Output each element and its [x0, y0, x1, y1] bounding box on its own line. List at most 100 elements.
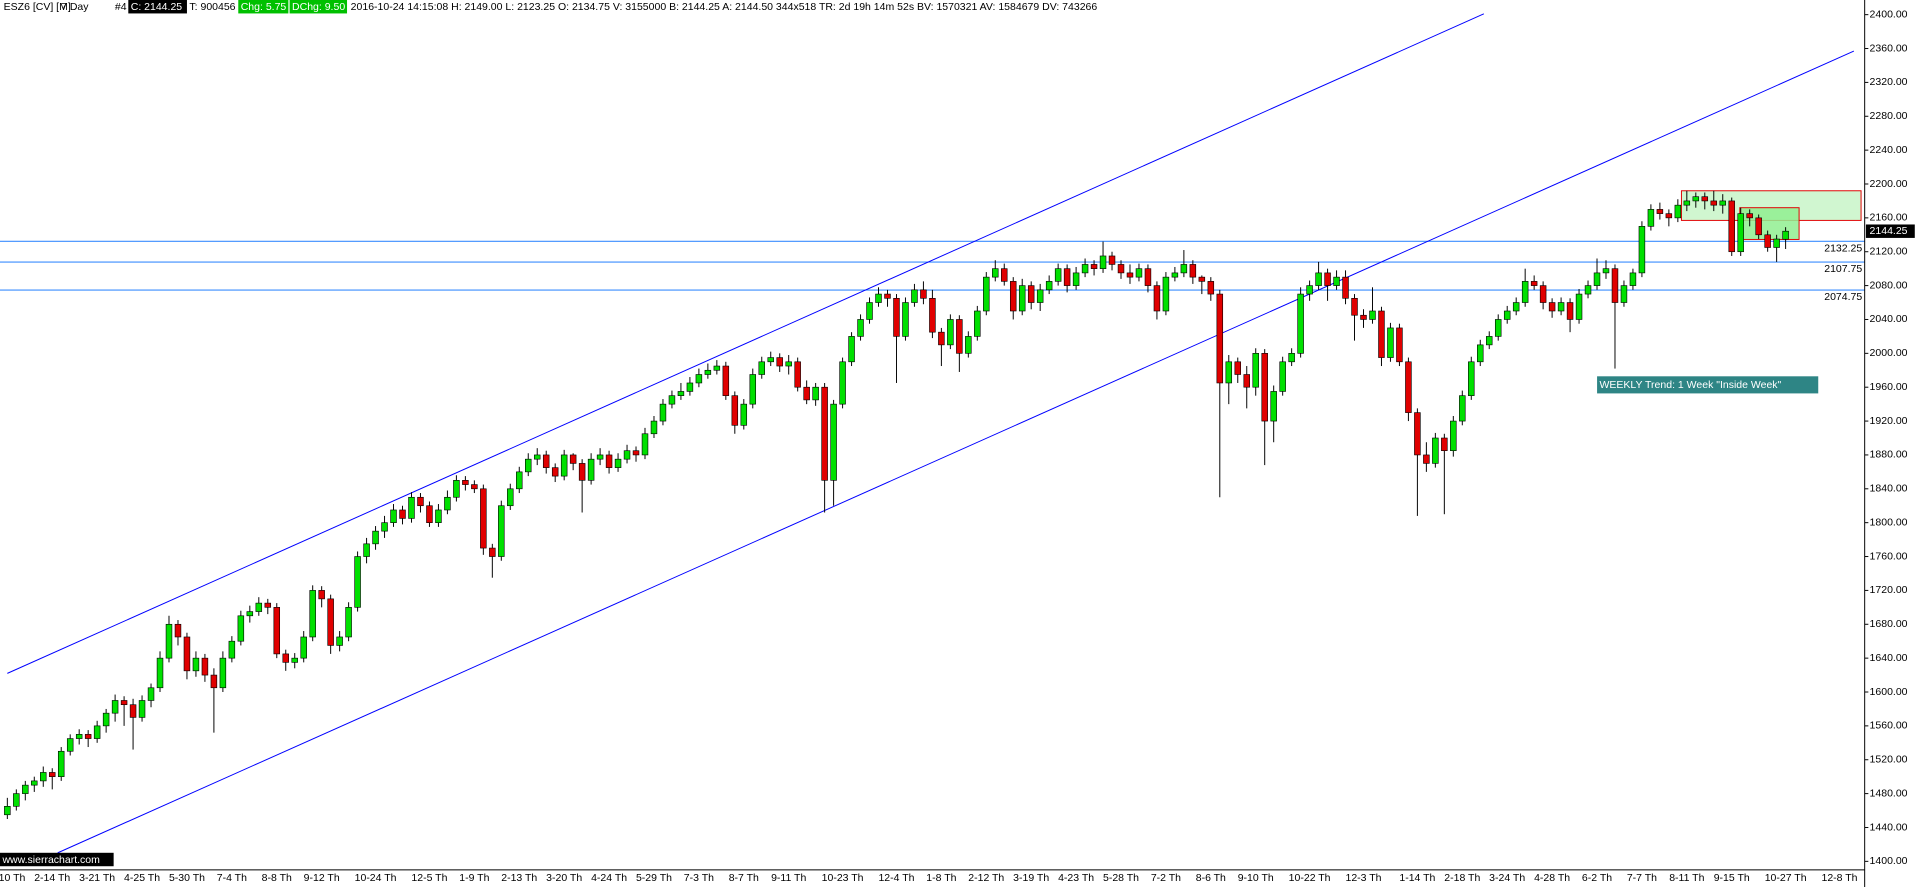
y-tick-label: 1840.00: [1870, 483, 1908, 495]
candle-body-down: [327, 598, 334, 646]
candle-body-down: [1117, 264, 1125, 274]
candle-body-up: [713, 365, 721, 371]
candle-body-up: [93, 725, 101, 739]
candle-body-down: [1746, 213, 1753, 219]
candle-body-up: [1719, 200, 1726, 206]
x-tick-label: 1-8 Th: [926, 872, 956, 884]
candle-body-down: [1090, 264, 1098, 269]
candle-body-up: [1180, 264, 1188, 274]
x-tick-label: 3-21 Th: [79, 872, 115, 884]
y-tick-label: 2160.00: [1870, 212, 1908, 224]
candle-body-down: [1360, 314, 1367, 320]
candle-body-down: [1710, 200, 1718, 206]
candle-body-up: [1485, 336, 1493, 346]
candle-body-up: [1036, 289, 1044, 303]
candle-body-down: [632, 450, 640, 456]
candle-body-up: [435, 509, 442, 523]
candle-body-down: [605, 454, 613, 468]
y-tick-label: 1400.00: [1870, 855, 1908, 867]
plot-area: 2132.25 2107.75 2074.75: [0, 13, 1865, 854]
candle-body-down: [282, 653, 289, 663]
candle-body-up: [533, 454, 541, 460]
header-info: 2016-10-24 14:15:08 H: 2149.00 L: 2123.2…: [351, 1, 1098, 13]
candle-body-down: [1234, 361, 1242, 375]
candle-body-down: [884, 293, 891, 299]
chart-number: #4: [115, 1, 127, 13]
candle-body-up: [1683, 200, 1691, 206]
candle-body-down: [1396, 327, 1403, 363]
candle-body-down: [48, 772, 56, 777]
candle-body-up: [1503, 310, 1511, 320]
candle-body-up: [1297, 293, 1304, 354]
candle-body-up: [40, 772, 47, 782]
watermark: www.sierrachart.com: [1, 854, 100, 866]
candle-body-up: [156, 657, 164, 689]
y-tick-label: 2040.00: [1870, 313, 1908, 325]
dchg-text: DChg: 9.50: [292, 1, 345, 13]
candle-body-up: [1773, 238, 1780, 248]
candle-body-up: [1459, 395, 1466, 422]
candle-body-down: [462, 480, 469, 485]
annotation-box: [1597, 376, 1819, 394]
candle-body-up: [740, 403, 748, 426]
candle-body-up: [1387, 327, 1394, 358]
y-tick-label: 2400.00: [1870, 8, 1908, 20]
candle-body-down: [1378, 310, 1385, 358]
candle-body-down: [893, 297, 900, 337]
candle-body-up: [444, 496, 451, 511]
x-tick-label: 12-4 Th: [878, 872, 914, 884]
candle-body-down: [956, 319, 963, 354]
candle-body-down: [417, 496, 424, 507]
candle-body-down: [1243, 374, 1250, 388]
x-tick-label: 2-13 Th: [501, 872, 537, 884]
candle-body-up: [219, 657, 227, 689]
candle-body-down: [1351, 297, 1358, 316]
candle-body-up: [1270, 391, 1277, 422]
trades: T: 900456: [189, 1, 235, 13]
candle-body-down: [1764, 234, 1771, 248]
candle-body-up: [516, 471, 523, 490]
candle-body-up: [1288, 353, 1295, 363]
x-tick-label: 2-18 Th: [1444, 872, 1480, 884]
y-tick-label: 2280.00: [1870, 110, 1908, 122]
y-tick-label: 2320.00: [1870, 76, 1908, 88]
candle-body-up: [659, 403, 667, 422]
y-tick-label: 2200.00: [1870, 178, 1908, 190]
candle-body-up: [1593, 272, 1601, 286]
candle-body-up: [857, 319, 864, 337]
x-tick-label: 2-12 Th: [968, 872, 1004, 884]
candle-body-up: [31, 780, 38, 786]
candle-body-up: [138, 700, 146, 718]
candle-body-up: [965, 336, 972, 354]
y-tick-label: 1880.00: [1870, 449, 1908, 461]
x-tick-label: 7-7 Th: [1627, 872, 1657, 884]
candle-body-down: [803, 386, 810, 401]
candle-body-up: [246, 611, 254, 617]
candle-body-up: [848, 336, 855, 363]
candle-body-down: [1324, 272, 1331, 286]
candle-body-down: [1342, 276, 1349, 299]
candle-body-down: [1001, 268, 1008, 282]
x-tick-label: 1-10 Th: [0, 872, 25, 884]
x-tick-label: 5-28 Th: [1103, 872, 1139, 884]
y-tick-label: 1680.00: [1870, 618, 1908, 630]
candle-body-down: [426, 505, 433, 523]
candle-body-up: [381, 522, 388, 532]
candle-body-up: [1432, 437, 1439, 464]
x-tick-label: 3-24 Th: [1489, 872, 1525, 884]
candle-body-up: [1252, 353, 1259, 388]
x-tick-label: 7-3 Th: [684, 872, 714, 884]
y-tick-label: 1960.00: [1870, 381, 1908, 393]
candle-body-up: [767, 357, 774, 363]
symbol: ESZ6 [CV] [M]: [4, 1, 71, 13]
candle-body-down: [551, 467, 559, 477]
candle-body-up: [1521, 281, 1529, 303]
horizontal-line-label: 2132.25: [1824, 242, 1862, 254]
candle-body-up: [345, 607, 352, 638]
candle-body-up: [237, 615, 245, 642]
horizontal-line-label: 2074.75: [1824, 291, 1862, 303]
candle-body-down: [1027, 285, 1035, 303]
candle-body-down: [84, 734, 92, 739]
candle-body-down: [794, 361, 801, 388]
candle-body-up: [1584, 285, 1592, 295]
